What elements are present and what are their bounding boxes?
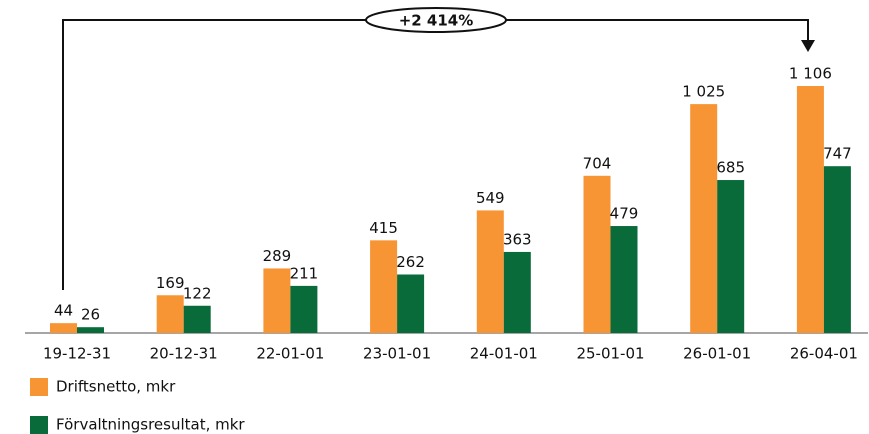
x-tick-label: 26-04-01 bbox=[790, 345, 858, 363]
value-label: 685 bbox=[716, 159, 745, 177]
bar bbox=[370, 240, 398, 333]
x-tick-label: 24-01-01 bbox=[470, 345, 538, 363]
bar bbox=[796, 86, 824, 333]
arrow-head bbox=[801, 40, 815, 52]
value-label: 363 bbox=[503, 230, 532, 248]
legend-swatch bbox=[30, 378, 48, 396]
x-tick-label: 22-01-01 bbox=[256, 345, 324, 363]
value-label: 211 bbox=[290, 264, 319, 282]
x-tick-label: 25-01-01 bbox=[576, 345, 644, 363]
x-tick-label: 19-12-31 bbox=[43, 345, 111, 363]
bar bbox=[610, 226, 638, 333]
value-label: 479 bbox=[610, 205, 639, 223]
legend-swatch bbox=[30, 416, 48, 434]
bar bbox=[77, 327, 104, 333]
annotation: +2 414% bbox=[399, 12, 474, 30]
x-tick-label: 26-01-01 bbox=[683, 345, 751, 363]
bar bbox=[263, 268, 291, 333]
bar bbox=[690, 104, 718, 334]
value-label: 122 bbox=[183, 284, 212, 302]
x-tick-label: 20-12-31 bbox=[150, 345, 218, 363]
value-label: 415 bbox=[369, 219, 398, 237]
annotation-oval bbox=[365, 7, 507, 33]
bar bbox=[156, 295, 184, 333]
bar bbox=[183, 305, 211, 333]
bar bbox=[583, 175, 611, 333]
bar bbox=[823, 166, 851, 333]
value-label: 704 bbox=[583, 154, 612, 172]
bar bbox=[397, 274, 425, 333]
value-label: 26 bbox=[81, 306, 100, 324]
value-label: 169 bbox=[156, 274, 185, 292]
bar bbox=[476, 210, 504, 333]
legend-label: Driftsnetto, mkr bbox=[56, 378, 176, 396]
value-label: 1 025 bbox=[682, 83, 725, 101]
value-label: 747 bbox=[823, 145, 852, 163]
bar bbox=[290, 285, 318, 333]
value-label: 1 106 bbox=[789, 65, 832, 83]
bar bbox=[50, 323, 77, 333]
value-label: 44 bbox=[54, 302, 73, 320]
value-label: 262 bbox=[396, 253, 425, 271]
legend-label: Förvaltningsresultat, mkr bbox=[56, 416, 245, 434]
value-label: 289 bbox=[263, 247, 292, 265]
bar bbox=[717, 180, 745, 333]
x-tick-label: 23-01-01 bbox=[363, 345, 431, 363]
value-label: 549 bbox=[476, 189, 505, 207]
bar bbox=[503, 251, 531, 333]
